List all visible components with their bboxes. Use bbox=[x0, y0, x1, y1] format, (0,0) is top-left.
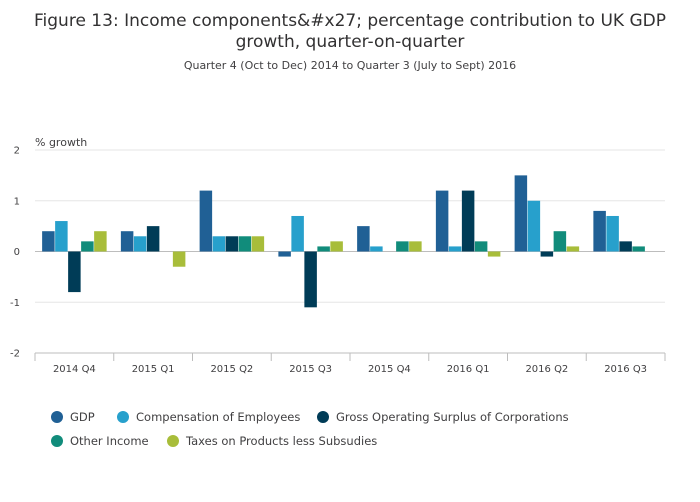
legend-item: Taxes on Products less Subsudies bbox=[167, 434, 377, 448]
legend-label: Compensation of Employees bbox=[136, 410, 300, 424]
bar bbox=[553, 231, 567, 252]
bar bbox=[251, 236, 265, 252]
x-tick-label: 2014 Q4 bbox=[53, 364, 96, 375]
y-tick-labels: 2 1 0 -1 -2 bbox=[10, 146, 20, 360]
bar bbox=[238, 236, 252, 252]
bar bbox=[487, 251, 501, 257]
x-axis: 2014 Q4 2015 Q1 2015 Q2 2015 Q3 2015 Q4 2016 … bbox=[34, 352, 666, 375]
x-tick-label: 2016 Q3 bbox=[604, 364, 647, 375]
bar bbox=[304, 251, 317, 308]
chart-subtitle: Quarter 4 (Oct to Dec) 2014 to Quarter 3… bbox=[184, 59, 516, 72]
legend-label: Other Income bbox=[70, 434, 149, 448]
bar bbox=[55, 221, 68, 252]
x-tick-label: 2015 Q4 bbox=[368, 364, 411, 375]
legend-label: Gross Operating Surplus of Corporations bbox=[336, 410, 569, 424]
bar bbox=[330, 241, 343, 252]
bar bbox=[133, 236, 147, 252]
chart-title-line-1: Figure 13: Income components&#x27; perce… bbox=[34, 11, 666, 31]
bar bbox=[527, 200, 541, 252]
legend-label: GDP bbox=[70, 410, 95, 424]
legend-swatch bbox=[51, 411, 63, 423]
y-axis-label: % growth bbox=[35, 136, 87, 149]
bar bbox=[619, 241, 632, 252]
bar bbox=[172, 251, 186, 267]
bars bbox=[42, 175, 645, 308]
chart-title-line-2: growth, quarter-on-quarter bbox=[236, 32, 465, 52]
x-tick-label: 2015 Q1 bbox=[132, 364, 175, 375]
bar bbox=[357, 226, 370, 252]
legend-label: Taxes on Products less Subsudies bbox=[185, 434, 377, 448]
bar bbox=[370, 246, 383, 252]
bar bbox=[225, 236, 239, 252]
bar bbox=[42, 231, 55, 252]
bar bbox=[474, 241, 488, 252]
bar bbox=[396, 241, 409, 252]
y-tick-label: -1 bbox=[10, 298, 20, 309]
bar bbox=[81, 241, 94, 252]
bar bbox=[409, 241, 422, 252]
bar bbox=[212, 236, 226, 252]
legend-swatch bbox=[117, 411, 129, 423]
bar bbox=[435, 190, 449, 252]
bar bbox=[94, 231, 107, 252]
legend: GDP Compensation of Employees Gross Operat… bbox=[51, 410, 569, 448]
bar bbox=[317, 246, 330, 252]
bar bbox=[606, 215, 619, 252]
legend-item: Compensation of Employees bbox=[117, 410, 300, 424]
bar bbox=[68, 251, 81, 293]
bar bbox=[461, 190, 475, 252]
x-tick-label: 2015 Q3 bbox=[289, 364, 332, 375]
y-tick-label: 0 bbox=[14, 247, 20, 258]
x-tick-label: 2016 Q1 bbox=[447, 364, 490, 375]
y-tick-label: 1 bbox=[14, 196, 20, 207]
x-tick-label: 2016 Q2 bbox=[525, 364, 568, 375]
y-tick-label: 2 bbox=[14, 146, 20, 157]
bar bbox=[448, 246, 462, 252]
legend-item: Other Income bbox=[51, 434, 149, 448]
bar bbox=[514, 175, 528, 252]
bar bbox=[593, 210, 606, 252]
legend-item: Gross Operating Surplus of Corporations bbox=[317, 410, 569, 424]
bar bbox=[291, 215, 304, 252]
bar bbox=[120, 231, 134, 252]
bar bbox=[199, 190, 213, 252]
legend-swatch bbox=[317, 411, 329, 423]
bar bbox=[146, 226, 160, 252]
bar bbox=[632, 246, 645, 252]
x-tick-label: 2015 Q2 bbox=[210, 364, 253, 375]
bar bbox=[278, 251, 291, 257]
legend-swatch bbox=[167, 435, 179, 447]
bar bbox=[566, 246, 580, 252]
legend-item: GDP bbox=[51, 410, 95, 424]
bar bbox=[540, 251, 554, 257]
legend-swatch bbox=[51, 435, 63, 447]
y-tick-label: -2 bbox=[10, 349, 20, 360]
